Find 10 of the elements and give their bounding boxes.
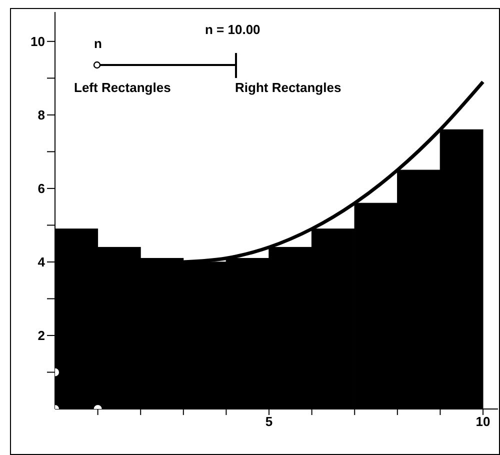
y-tick-label: 2 <box>38 328 45 344</box>
y-tick-label: 4 <box>38 254 46 270</box>
y-tick-label: 6 <box>38 181 45 196</box>
y-tick-label: 8 <box>38 108 45 123</box>
annotation: n <box>94 36 102 51</box>
x-tick-label: 5 <box>265 414 273 430</box>
y-tick-label: 10 <box>30 34 45 50</box>
annotation: Left Rectangles <box>74 80 171 95</box>
annotation: Right Rectangles <box>235 80 342 95</box>
annotation: n = 10.00 <box>205 22 260 37</box>
